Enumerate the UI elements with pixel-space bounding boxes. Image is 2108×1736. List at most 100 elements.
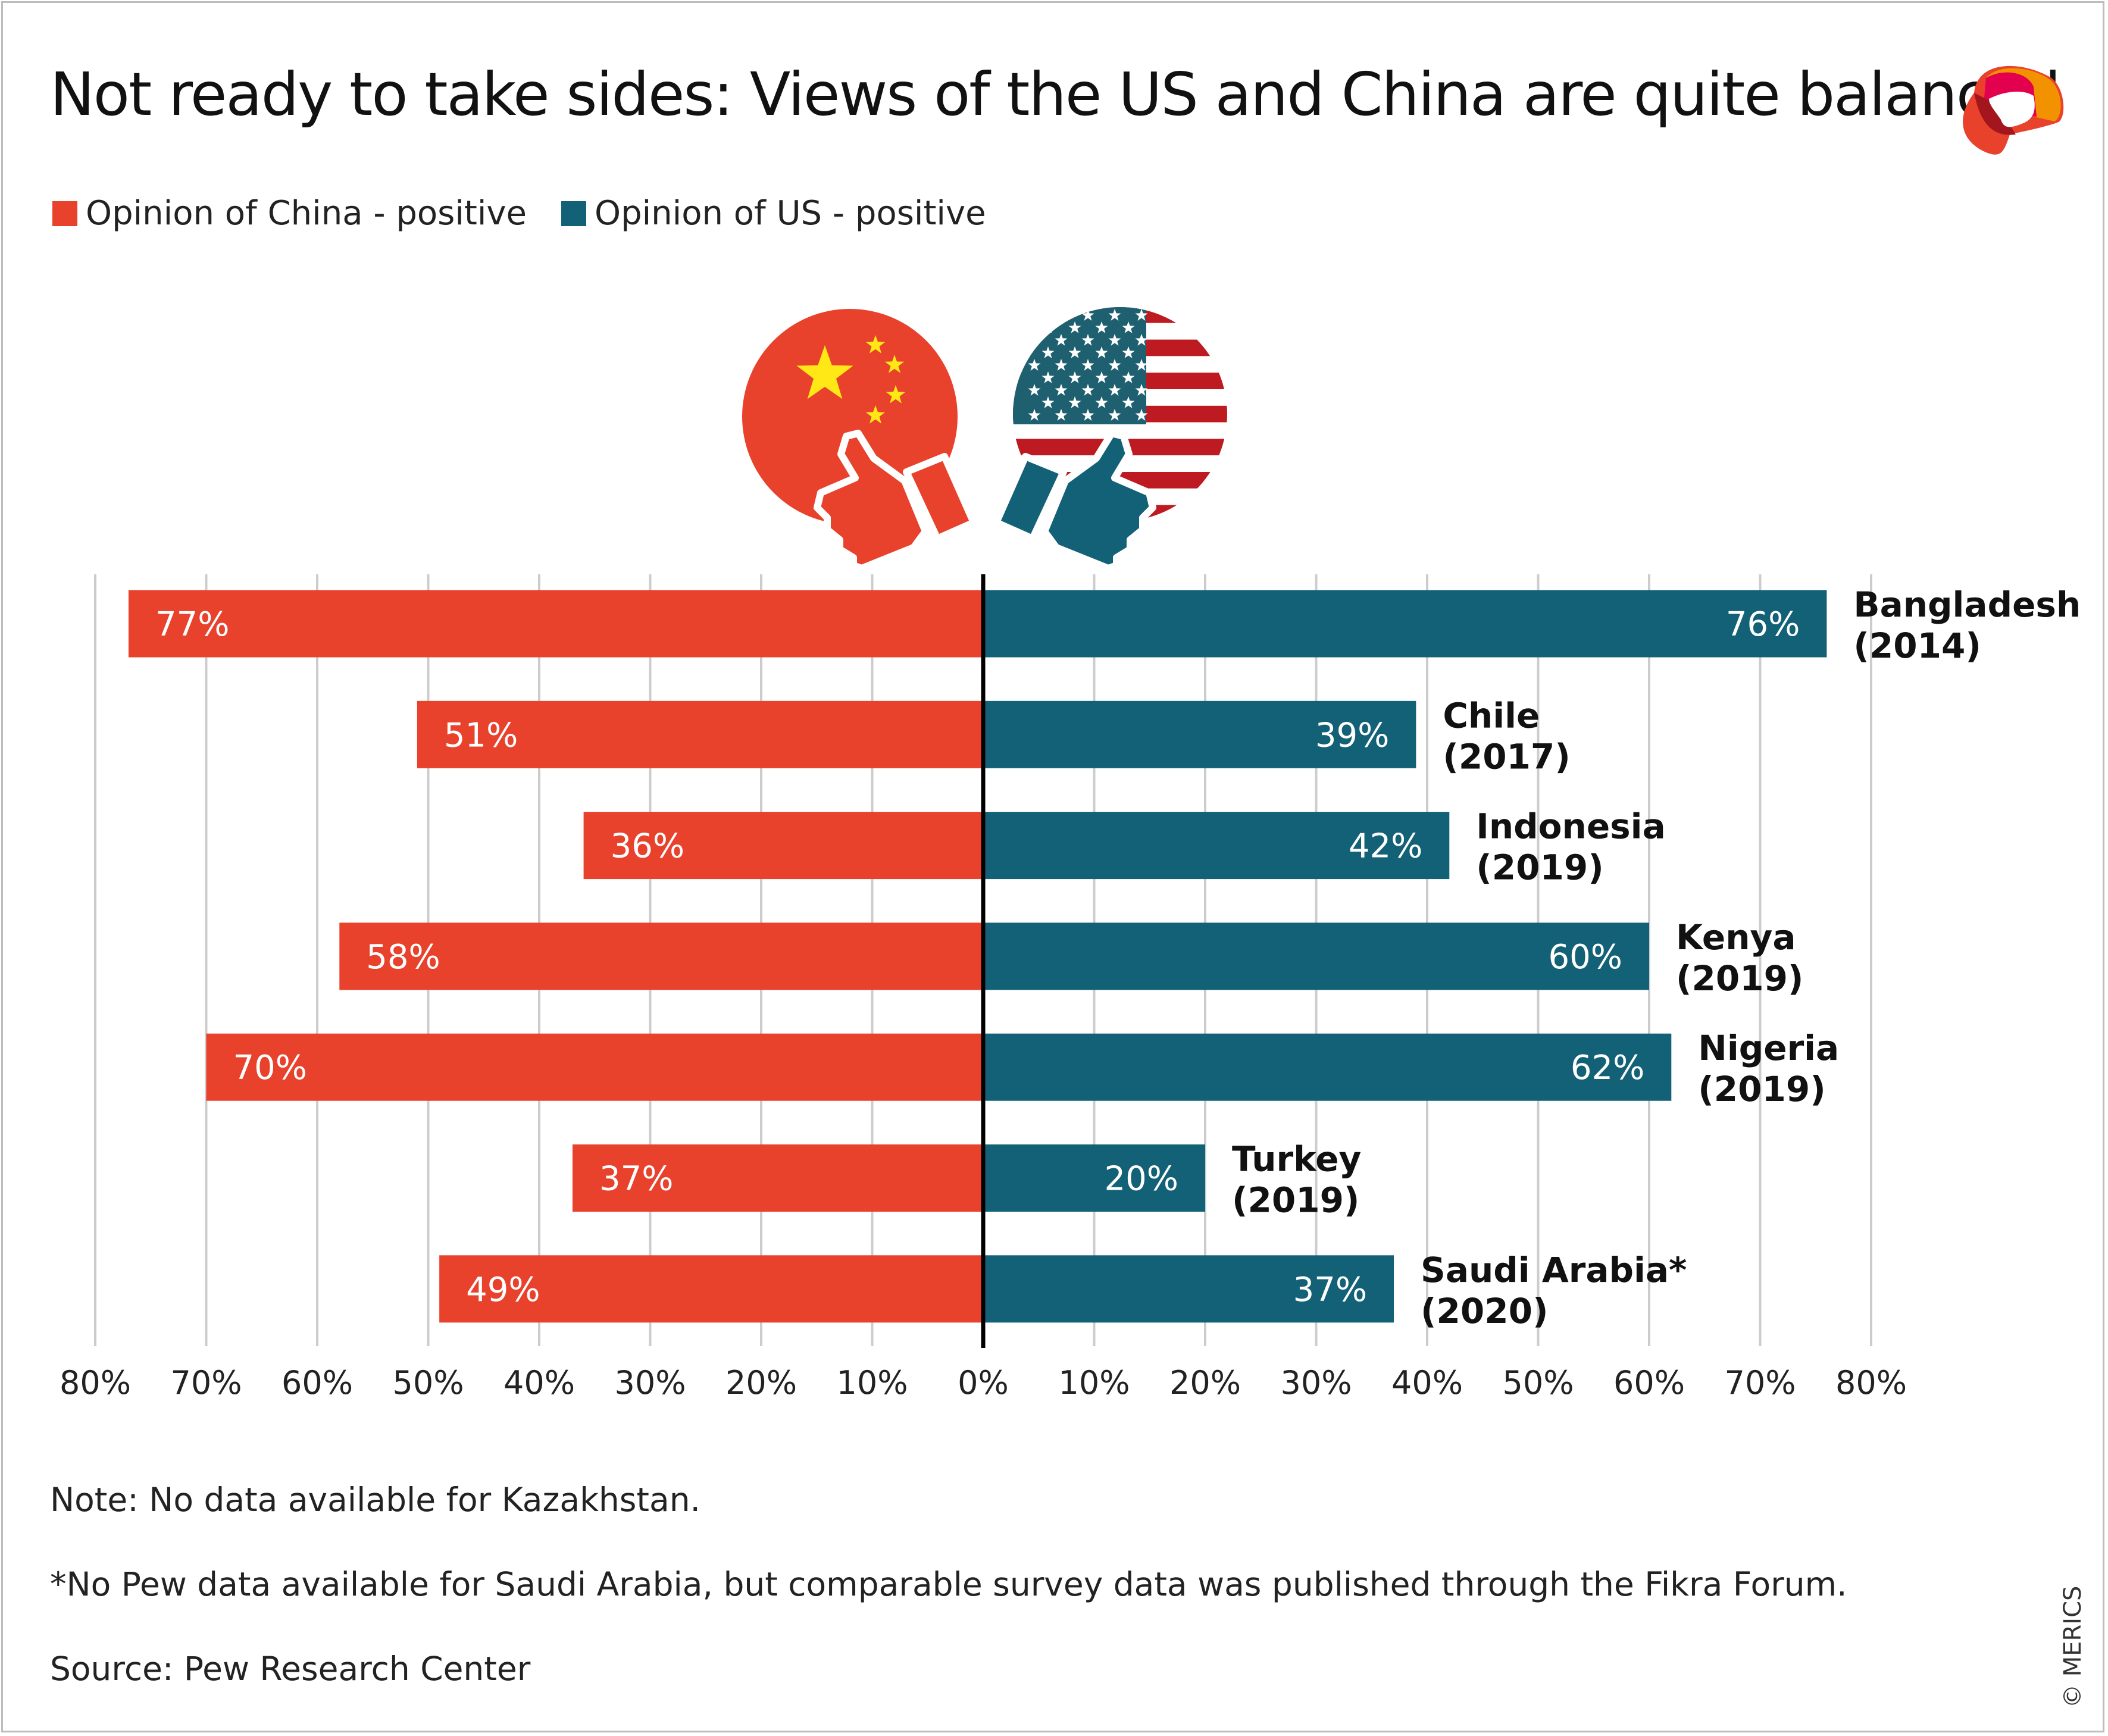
us-flag-star (1042, 396, 1055, 408)
us-flag-star (1122, 371, 1135, 383)
chart-title: Not ready to take sides: Views of the US… (50, 60, 2061, 129)
value-label-us: 39% (1315, 716, 1389, 755)
value-label-us: 62% (1571, 1049, 1644, 1087)
china-thumb-cuff (903, 453, 977, 542)
china-thumb-hand (814, 430, 929, 572)
us-flag-star (1135, 384, 1148, 396)
country-year-label: (2019) (1232, 1180, 1359, 1221)
us-flag-star (1108, 409, 1121, 421)
us-flag-star (1028, 309, 1041, 321)
note-kazakhstan: Note: No data available for Kazakhstan. (50, 1481, 701, 1519)
value-label-china: 51% (444, 716, 518, 755)
country-year-label: (2014) (1853, 625, 1981, 666)
us-flag-star (1028, 334, 1041, 346)
us-thumb-hand (1041, 430, 1156, 572)
legend-label-us: Opinion of US - positive (595, 194, 986, 233)
china-big-star (796, 345, 853, 399)
us-flag-star (1081, 409, 1094, 421)
x-tick-label: 40% (1391, 1364, 1463, 1402)
us-flag-star (1042, 346, 1055, 358)
country-year-label: (2019) (1676, 958, 1803, 999)
country-label: Kenya (1676, 917, 1796, 958)
note-source: Source: Pew Research Center (50, 1650, 531, 1688)
value-label-us: 37% (1293, 1271, 1367, 1309)
bar-us (983, 1255, 1394, 1323)
us-flag-star (1081, 359, 1094, 371)
china-flag-stars (796, 335, 906, 424)
us-flag-star (1055, 359, 1068, 371)
value-label-us: 76% (1726, 605, 1800, 644)
us-flag-star (1081, 309, 1094, 321)
us-flag-star (1095, 371, 1108, 383)
us-flag-star (1108, 359, 1121, 371)
us-flag-star (1135, 409, 1148, 421)
us-flag-thumbs-up-icon (993, 307, 1227, 572)
bar-china (439, 1255, 983, 1323)
x-tick-label: 0% (958, 1364, 1009, 1402)
china-flag-thumbs-up-icon (742, 309, 977, 572)
x-tick-label: 10% (836, 1364, 908, 1402)
x-tick-label: 50% (392, 1364, 464, 1402)
x-tick-label: 70% (1724, 1364, 1796, 1402)
x-tick-label: 80% (60, 1364, 131, 1402)
x-tick-label: 30% (614, 1364, 686, 1402)
bar-china (572, 1144, 983, 1212)
us-flag-star (1122, 396, 1135, 408)
us-flag-star (1068, 396, 1081, 408)
us-flag-star (1108, 309, 1121, 321)
us-flag-star (1122, 346, 1135, 358)
us-flag-star (1068, 321, 1081, 333)
china-small-star (865, 335, 886, 354)
us-flag-star (1055, 334, 1068, 346)
value-label-us: 20% (1105, 1160, 1178, 1199)
us-flag-star (1028, 384, 1041, 396)
us-flag-star (1055, 384, 1068, 396)
value-label-us: 60% (1549, 938, 1622, 977)
x-tick-label: 40% (503, 1364, 575, 1402)
us-flag-star (1055, 409, 1068, 421)
us-flag-star (1081, 384, 1094, 396)
bar-china (339, 922, 983, 990)
us-flag-star (1095, 321, 1108, 333)
us-flag-star (1135, 334, 1148, 346)
legend-label-china: Opinion of China - positive (86, 194, 527, 233)
x-tick-label: 80% (1835, 1364, 1907, 1402)
x-axis-ticks: 80% 70% 60% 50% 40% 30% 20% 10% 0% 10% 20% 30% 40% 50… (60, 1364, 1907, 1402)
value-label-china: 58% (366, 938, 440, 977)
value-label-us: 42% (1349, 827, 1422, 866)
x-tick-label: 60% (1613, 1364, 1685, 1402)
us-flag-star (1135, 359, 1148, 371)
us-flag-star (1068, 371, 1081, 383)
us-flag-star (1122, 321, 1135, 333)
x-tick-label: 50% (1502, 1364, 1574, 1402)
country-year-label: (2020) (1421, 1291, 1548, 1331)
bar-us (983, 590, 1827, 658)
us-flag-star (1028, 409, 1041, 421)
us-flag-star (1095, 346, 1108, 358)
x-tick-label: 20% (1169, 1364, 1241, 1402)
us-flag-star (1042, 371, 1055, 383)
x-tick-label: 30% (1280, 1364, 1352, 1402)
copyright-credit: © MERICS (2059, 1585, 2087, 1708)
us-flag-star (1081, 334, 1094, 346)
value-label-china: 37% (599, 1160, 673, 1199)
china-small-star (865, 405, 886, 424)
country-label: Bangladesh (1853, 584, 2081, 625)
bar-us (983, 1144, 1205, 1212)
us-flag-star (1095, 396, 1108, 408)
bars: 77% 76% Bangladesh(2014) 51% 39% Chile(2017) 3… (128, 584, 2081, 1331)
country-year-label: (2019) (1476, 847, 1603, 888)
bar-china (206, 1033, 983, 1101)
bar-china (583, 812, 983, 880)
value-label-china: 49% (466, 1271, 540, 1309)
country-label: Indonesia (1476, 806, 1665, 847)
china-small-star (886, 385, 906, 403)
us-flag-star (1108, 334, 1121, 346)
country-label: Chile (1443, 695, 1540, 736)
legend-swatch-china (52, 201, 77, 226)
bar-us (983, 1033, 1672, 1101)
x-tick-label: 20% (725, 1364, 797, 1402)
legend-item-china: Opinion of China - positive (52, 194, 527, 233)
